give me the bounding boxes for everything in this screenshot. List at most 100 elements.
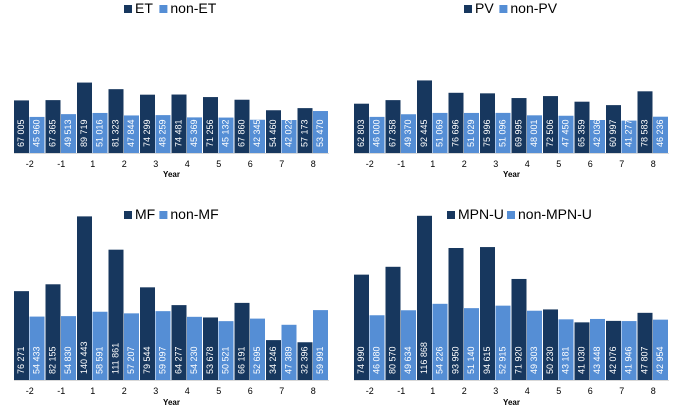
chart-bottom-left-bar-0-8 (266, 340, 281, 380)
chart-bottom-right-tick-label-4: 3 (493, 386, 498, 396)
chart-bottom-right-tick-label-6: 5 (556, 386, 561, 396)
chart-top-right-bar-1-0 (369, 116, 385, 153)
chart-top-right-value-label-0-2: 92 445 (419, 119, 429, 147)
chart-top-left-bar-0-0 (14, 100, 29, 153)
chart-top-left-bar-0-2 (77, 82, 92, 153)
chart-top-right-value-label-1-3: 51 029 (466, 119, 476, 147)
chart-bottom-left-value-label-1-1: 54 830 (63, 346, 73, 374)
chart-bottom-right-value-label-0-5: 71 920 (514, 346, 524, 374)
chart-top-right-tick-label-3: 2 (462, 159, 467, 169)
chart-top-right-tick-label-9: 8 (651, 159, 656, 169)
chart-bottom-left-bar-1-0 (29, 316, 45, 380)
chart-bottom-right-bar-0-5 (511, 278, 527, 380)
chart-bottom-left-bar-0-6 (203, 317, 218, 380)
chart-top-left-tick-label-0: -2 (26, 159, 34, 169)
chart-bottom-left-value-label-0-0: 76 271 (16, 346, 26, 374)
chart-bottom-right-value-label-1-9: 42 954 (655, 346, 665, 374)
chart-top-left-value-label-0-1: 67 365 (48, 119, 58, 147)
chart-top-right-bar-0-2 (417, 80, 432, 153)
chart-bottom-right-bar-1-7 (590, 318, 605, 380)
chart-bottom-left-value-label-0-7: 66 191 (237, 346, 247, 374)
chart-bottom-right-x-axis-title: Year (503, 398, 520, 406)
chart-bottom-left-legend-swatch-1 (159, 211, 168, 219)
chart-bottom-right-value-label-0-6: 50 230 (545, 346, 555, 374)
chart-top-left-value-label-1-3: 47 844 (126, 119, 136, 147)
chart-bottom-left-value-label-1-2: 58 591 (95, 346, 105, 374)
chart-bottom-left-value-label-0-5: 64 277 (174, 346, 184, 374)
chart-bottom-left-bar-1-2 (92, 311, 108, 380)
chart-top-left-bar-1-4 (155, 115, 171, 153)
chart-top-right-bar-0-1 (385, 100, 401, 153)
chart-bottom-right-value-label-1-2: 54 226 (435, 346, 445, 374)
chart-bottom-right-tick-label-5: 4 (525, 386, 530, 396)
chart-bottom-left-value-label-0-2: 140 443 (79, 341, 89, 374)
chart-top-left-tick-label-1: -1 (57, 159, 65, 169)
chart-top-right-value-label-1-9: 46 236 (655, 119, 665, 147)
chart-bottom-right-tick-label-8: 7 (619, 386, 624, 396)
chart-top-left-value-label-0-5: 74 481 (174, 119, 184, 147)
chart-top-right-bar-1-1 (401, 114, 416, 153)
chart-top-right-value-label-0-6: 72 506 (545, 119, 555, 147)
chart-top-right-value-label-0-1: 67 358 (388, 119, 398, 147)
chart-bottom-left-bar-0-4 (140, 287, 155, 380)
chart-bottom-left-bar-1-1 (61, 316, 76, 380)
chart-bottom-left-tick-label-2: 1 (90, 386, 95, 396)
chart-top-left-bar-1-6 (218, 117, 234, 153)
chart-bottom-right-tick-label-1: -1 (397, 386, 405, 396)
chart-bottom-right-value-label-0-0: 74 990 (356, 346, 366, 374)
chart-bottom-left-value-label-0-6: 53 678 (205, 346, 215, 374)
chart-bottom-right-bar-0-2 (417, 215, 432, 380)
chart-bottom-right-bar-1-1 (401, 310, 416, 380)
chart-bottom-left-value-label-0-1: 82 155 (48, 346, 58, 374)
chart-top-right-value-label-0-0: 62 803 (356, 119, 366, 147)
chart-top-right-tick-label-5: 4 (525, 159, 530, 169)
chart-bottom-left-bar-1-4 (155, 311, 171, 380)
chart-top-left-x-axis-title: Year (163, 170, 180, 179)
chart-top-left-tick-label-5: 4 (185, 159, 190, 169)
chart-bottom-left-tick-label-7: 6 (248, 386, 253, 396)
chart-top-right-bar-1-3 (464, 112, 479, 153)
chart-top-left-bar-1-7 (250, 119, 265, 153)
chart-bottom-right-bar-0-7 (574, 322, 590, 380)
chart-top-left-bar-1-2 (92, 112, 108, 153)
chart-bottom-right-value-label-0-1: 80 570 (388, 346, 398, 374)
chart-bottom-right-tick-label-0: -2 (366, 386, 374, 396)
chart-bottom-right-value-label-1-5: 49 303 (529, 346, 539, 374)
chart-bottom-left-value-label-1-8: 47 389 (284, 346, 294, 374)
chart-top-left-bar-1-3 (124, 115, 139, 153)
chart-top-right-bar-0-8 (606, 105, 621, 153)
chart-top-left-value-label-0-0: 67 005 (16, 119, 26, 147)
chart-top-right-value-label-0-5: 69 995 (514, 119, 524, 147)
chart-bottom-left-bar-1-9 (313, 310, 328, 380)
chart-bottom-right-value-label-0-8: 42 076 (608, 346, 618, 374)
chart-top-left-value-label-0-3: 81 323 (111, 119, 121, 147)
chart-top-right-value-label-1-4: 51 096 (498, 119, 508, 147)
chart-top-left-value-label-1-8: 42 022 (284, 119, 294, 147)
chart-top-right-tick-label-0: -2 (366, 159, 374, 169)
chart-top-right-tick-label-1: -1 (397, 159, 405, 169)
chart-bottom-right-bar-1-8 (621, 321, 637, 380)
chart-top-left-tick-label-2: 1 (90, 159, 95, 169)
chart-top-left-bar-1-0 (29, 116, 45, 153)
chart-bottom-right-tick-label-7: 6 (588, 386, 593, 396)
chart-top-right-bar-0-0 (354, 103, 369, 153)
chart-top-right-tick-label-7: 6 (588, 159, 593, 169)
chart-top-left-value-label-0-7: 67 860 (237, 119, 247, 147)
chart-top-left-tick-label-8: 7 (279, 159, 284, 169)
chart-top-left-value-label-1-6: 45 132 (221, 119, 231, 147)
chart-top-left-bar-0-5 (171, 94, 187, 153)
chart-top-right-bar-1-4 (495, 112, 511, 153)
chart-top-left-bar-0-1 (45, 100, 61, 153)
chart-bottom-left-tick-label-4: 3 (153, 386, 158, 396)
chart-top-right-value-label-1-0: 46 000 (372, 119, 382, 147)
chart-top-left-bar-0-6 (203, 97, 218, 153)
chart-top-right-value-label-1-7: 42 036 (592, 119, 602, 147)
chart-bottom-right-bar-1-3 (464, 308, 479, 380)
chart-top-right-legend-swatch-0 (464, 5, 472, 13)
chart-top-left-value-label-1-1: 49 513 (63, 119, 73, 147)
chart-bottom-left-value-label-1-4: 59 097 (158, 346, 168, 374)
chart-top-left-legend-label-0: ET (135, 0, 153, 16)
chart-top-left-bar-0-7 (234, 99, 250, 153)
chart-bottom-right-bar-1-9 (653, 319, 668, 380)
chart-bottom-left-bar-0-2 (77, 216, 92, 380)
